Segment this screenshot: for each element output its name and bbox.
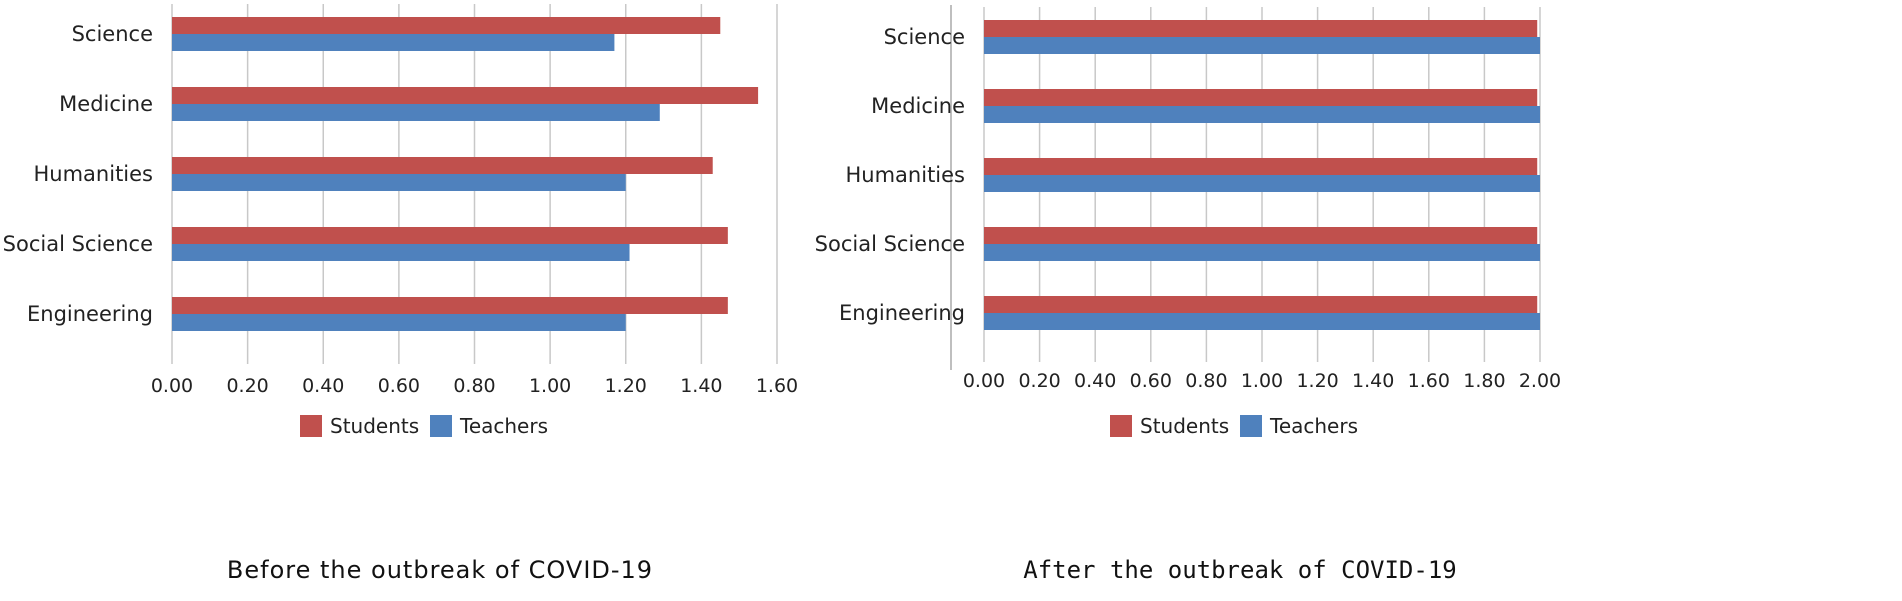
legend-label-teachers: Teachers <box>459 414 548 438</box>
chart-before-tick-labels: 0.00 0.20 0.40 0.60 0.80 1.00 1.20 1.40 1.60 <box>151 375 798 397</box>
legend-label-students: Students <box>1140 414 1229 438</box>
tick-label: 0.40 <box>1074 370 1116 392</box>
tick-label: 0.20 <box>1018 370 1060 392</box>
bar-students <box>172 157 713 174</box>
tick-label: 0.40 <box>302 375 344 397</box>
tick-label: 0.60 <box>378 375 420 397</box>
bar-students <box>172 87 759 104</box>
chart-before-caption: Before the outbreak of COVID-19 <box>227 556 653 584</box>
tick-label: 1.60 <box>756 375 798 397</box>
category-label: Science <box>72 22 153 46</box>
tick-label: 1.40 <box>680 375 722 397</box>
category-label: Social Science <box>3 232 153 256</box>
category-label: Science <box>884 25 965 49</box>
bar-students <box>984 20 1538 37</box>
category-label: Humanities <box>846 163 966 187</box>
bar-teachers <box>984 106 1540 123</box>
tick-label: 1.40 <box>1352 370 1394 392</box>
tick-label: 1.60 <box>1408 370 1450 392</box>
tick-label: 1.20 <box>605 375 647 397</box>
category-label: Engineering <box>839 301 965 325</box>
category-label: Medicine <box>59 92 153 116</box>
chart-before-legend: Students Teachers <box>300 414 548 438</box>
chart-after-bars <box>984 20 1540 330</box>
bar-teachers <box>984 313 1540 330</box>
tick-label: 0.00 <box>963 370 1005 392</box>
bar-teachers <box>172 174 626 191</box>
bar-teachers <box>172 34 615 51</box>
bar-students <box>984 89 1538 106</box>
chart-after-legend: Students Teachers <box>1110 414 1358 438</box>
tick-label: 0.80 <box>453 375 495 397</box>
legend-swatch-students <box>1110 415 1132 437</box>
bar-teachers <box>984 175 1540 192</box>
legend-label-students: Students <box>330 414 419 438</box>
category-label: Engineering <box>27 302 153 326</box>
bar-students <box>984 296 1538 313</box>
bar-teachers <box>172 244 630 261</box>
chart-before-category-labels: Science Medicine Humanities Social Science E… <box>3 22 153 326</box>
bar-students <box>172 297 728 314</box>
bar-students <box>984 158 1538 175</box>
chart-after-category-labels: Science Medicine Humanities Social Science E… <box>815 25 965 325</box>
tick-label: 0.00 <box>151 375 193 397</box>
bar-students <box>984 227 1538 244</box>
tick-label: 1.80 <box>1463 370 1505 392</box>
legend-swatch-students <box>300 415 322 437</box>
tick-label: 0.60 <box>1130 370 1172 392</box>
tick-label: 1.20 <box>1296 370 1338 392</box>
bar-teachers <box>172 104 660 121</box>
category-label: Medicine <box>871 94 965 118</box>
tick-label: 0.20 <box>226 375 268 397</box>
category-label: Humanities <box>34 162 154 186</box>
tick-label: 2.00 <box>1519 370 1561 392</box>
category-label: Social Science <box>815 232 965 256</box>
tick-label: 1.00 <box>1241 370 1283 392</box>
legend-label-teachers: Teachers <box>1269 414 1358 438</box>
legend-swatch-teachers <box>430 415 452 437</box>
bar-teachers <box>984 244 1540 261</box>
chart-after-caption: After the outbreak of COVID-19 <box>1023 556 1456 584</box>
bar-students <box>172 227 728 244</box>
chart-before-bars <box>172 17 759 331</box>
bar-teachers <box>984 37 1540 54</box>
legend-swatch-teachers <box>1240 415 1262 437</box>
tick-label: 1.00 <box>529 375 571 397</box>
chart-before: Science Medicine Humanities Social Science E… <box>3 4 798 584</box>
chart-after-tick-labels: 0.00 0.20 0.40 0.60 0.80 1.00 1.20 1.40 1.60 1.80… <box>963 370 1561 392</box>
chart-after: Science Medicine Humanities Social Science E… <box>815 7 1561 584</box>
tick-label: 0.80 <box>1185 370 1227 392</box>
bar-students <box>172 17 721 34</box>
bar-teachers <box>172 314 626 331</box>
